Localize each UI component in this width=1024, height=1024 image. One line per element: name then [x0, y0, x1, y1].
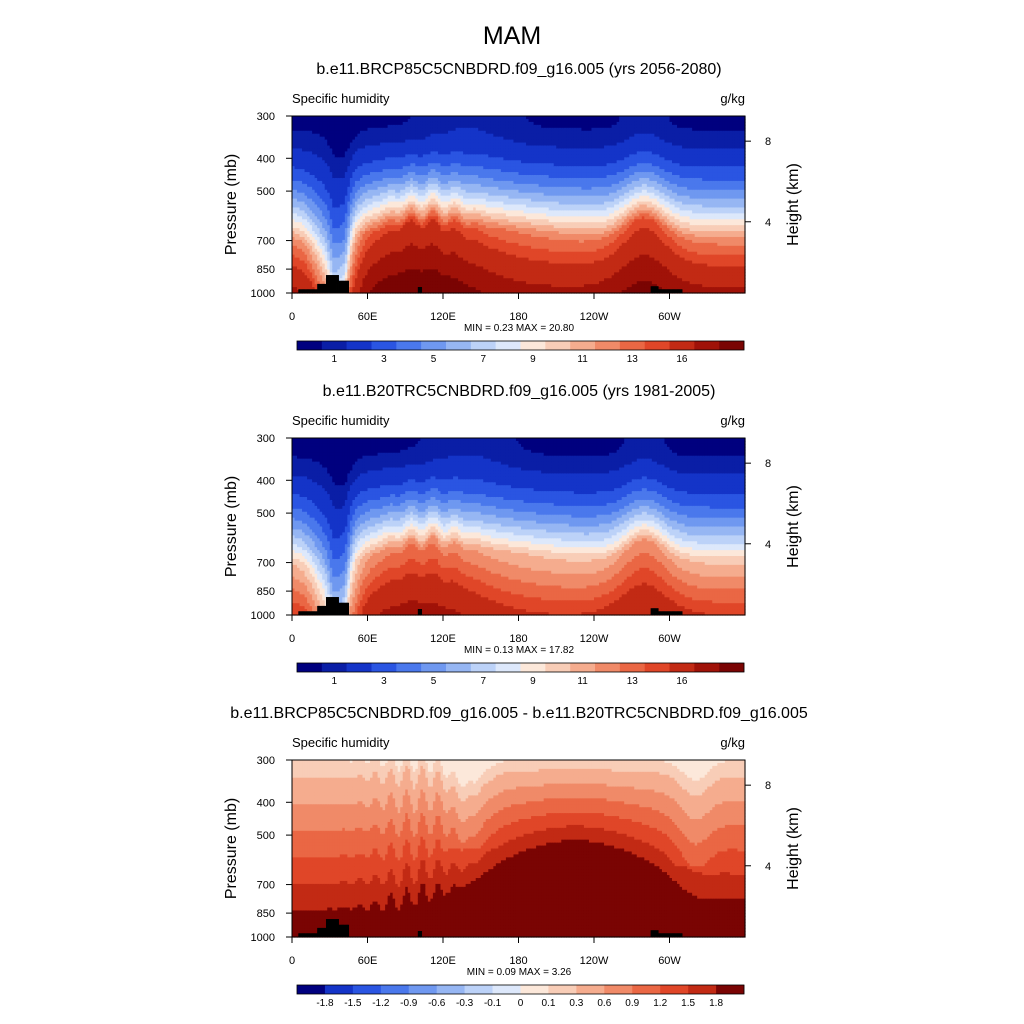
figure-title: MAM [483, 22, 541, 50]
contour-field [292, 116, 746, 294]
right-label: g/kg [720, 91, 745, 106]
panel-title: b.e11.BRCP85C5CNBDRD.f09_g16.005 (yrs 20… [316, 61, 721, 78]
left-label: Specific humidity [292, 91, 390, 106]
panel-1: b.e11.BRCP85C5CNBDRD.f09_g16.005 (yrs 20… [223, 61, 802, 365]
